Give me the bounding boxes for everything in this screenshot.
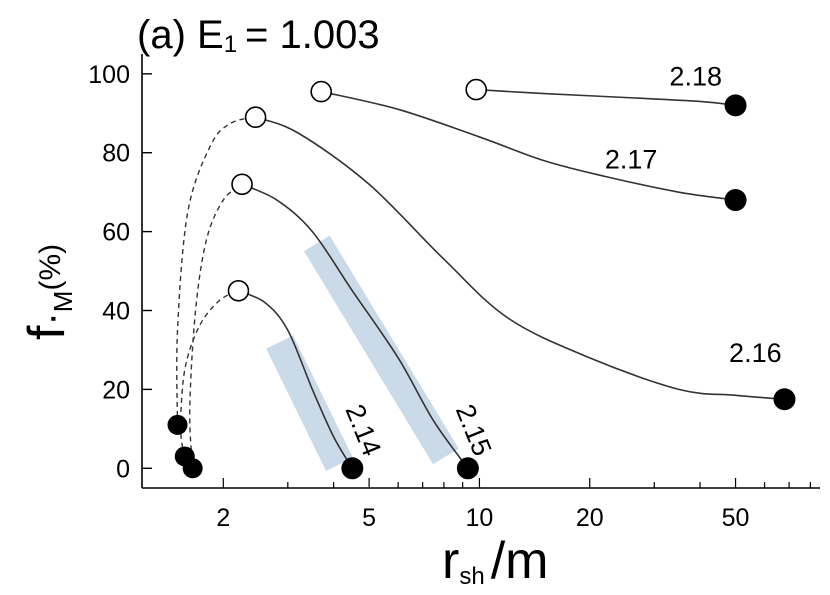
solid-curve-2.14 — [238, 290, 354, 469]
solid-curve-2.16 — [255, 116, 785, 401]
plot-frame — [141, 54, 820, 489]
y-tick-label: 20 — [102, 376, 130, 404]
curve-label-2.16: 2.16 — [729, 338, 782, 368]
filled-marker-end-2.18 — [724, 94, 747, 117]
x-axis-label-main: r — [442, 532, 459, 590]
filled-marker-end-2.14 — [341, 457, 364, 480]
filled-marker-start-2.15 — [182, 458, 203, 479]
curve-label-2.17: 2.17 — [605, 145, 658, 175]
chart-title-subscript: 1 — [224, 31, 237, 58]
chart-title: (a) E1 = 1.003 — [137, 13, 380, 58]
solid-curve-2.17 — [321, 90, 736, 201]
x-ticks: 2 5 10 20 50 — [216, 478, 811, 532]
dashed-curve-2.15 — [189, 183, 243, 469]
filled-marker-start-2.16 — [167, 414, 188, 435]
y-tick-label: 80 — [102, 140, 130, 168]
open-marker-2.18 — [465, 78, 488, 101]
curves — [176, 88, 785, 469]
highlight-band-2.14 — [266, 335, 353, 471]
filled-marker-end-2.17 — [724, 189, 747, 212]
open-marker-2.17 — [310, 80, 332, 103]
open-marker-2.14 — [227, 279, 250, 302]
curve-label-2.15: 2.15 — [450, 400, 498, 460]
markers — [167, 78, 796, 480]
y-tick-label: 60 — [102, 219, 130, 247]
x-tick-label: 5 — [362, 504, 376, 532]
highlight-bands — [266, 235, 459, 471]
x-tick-label: 20 — [576, 504, 604, 532]
solid-curve-2.15 — [241, 183, 469, 469]
dashed-curve-2.16 — [176, 116, 256, 425]
filled-marker-end-2.15 — [456, 457, 479, 480]
highlight-band-2.15 — [304, 235, 459, 465]
open-marker-2.16 — [244, 106, 267, 129]
solid-curve-2.18 — [476, 88, 736, 107]
filled-marker-end-2.16 — [773, 388, 796, 411]
y-tick-label: 0 — [116, 455, 130, 483]
y-axis-label-dot: · — [29, 312, 73, 325]
chart-title-value: = 1.003 — [245, 13, 380, 57]
curve-label-2.18: 2.18 — [669, 62, 722, 92]
chart-title-main: (a) E — [137, 13, 224, 57]
y-axis-label-sub: M — [48, 291, 78, 313]
y-tick-label: 100 — [88, 61, 130, 89]
dashed-curve-2.14 — [179, 290, 239, 457]
x-tick-label: 2 — [216, 504, 230, 532]
x-axis-label: rsh/m — [442, 532, 548, 590]
x-tick-label: 50 — [722, 504, 750, 532]
x-tick-label: 10 — [466, 504, 494, 532]
y-axis-label-rest: (%) — [34, 244, 67, 291]
y-axis-label: f·M(%) — [18, 244, 78, 340]
open-marker-2.15 — [231, 173, 253, 196]
x-axis-label-rest: /m — [491, 532, 549, 590]
y-ticks: 0 20 40 60 80 100 — [88, 61, 152, 483]
y-tick-label: 40 — [102, 298, 130, 326]
x-axis-label-sub: sh — [459, 563, 484, 590]
y-axis-label-main: f — [18, 325, 76, 340]
